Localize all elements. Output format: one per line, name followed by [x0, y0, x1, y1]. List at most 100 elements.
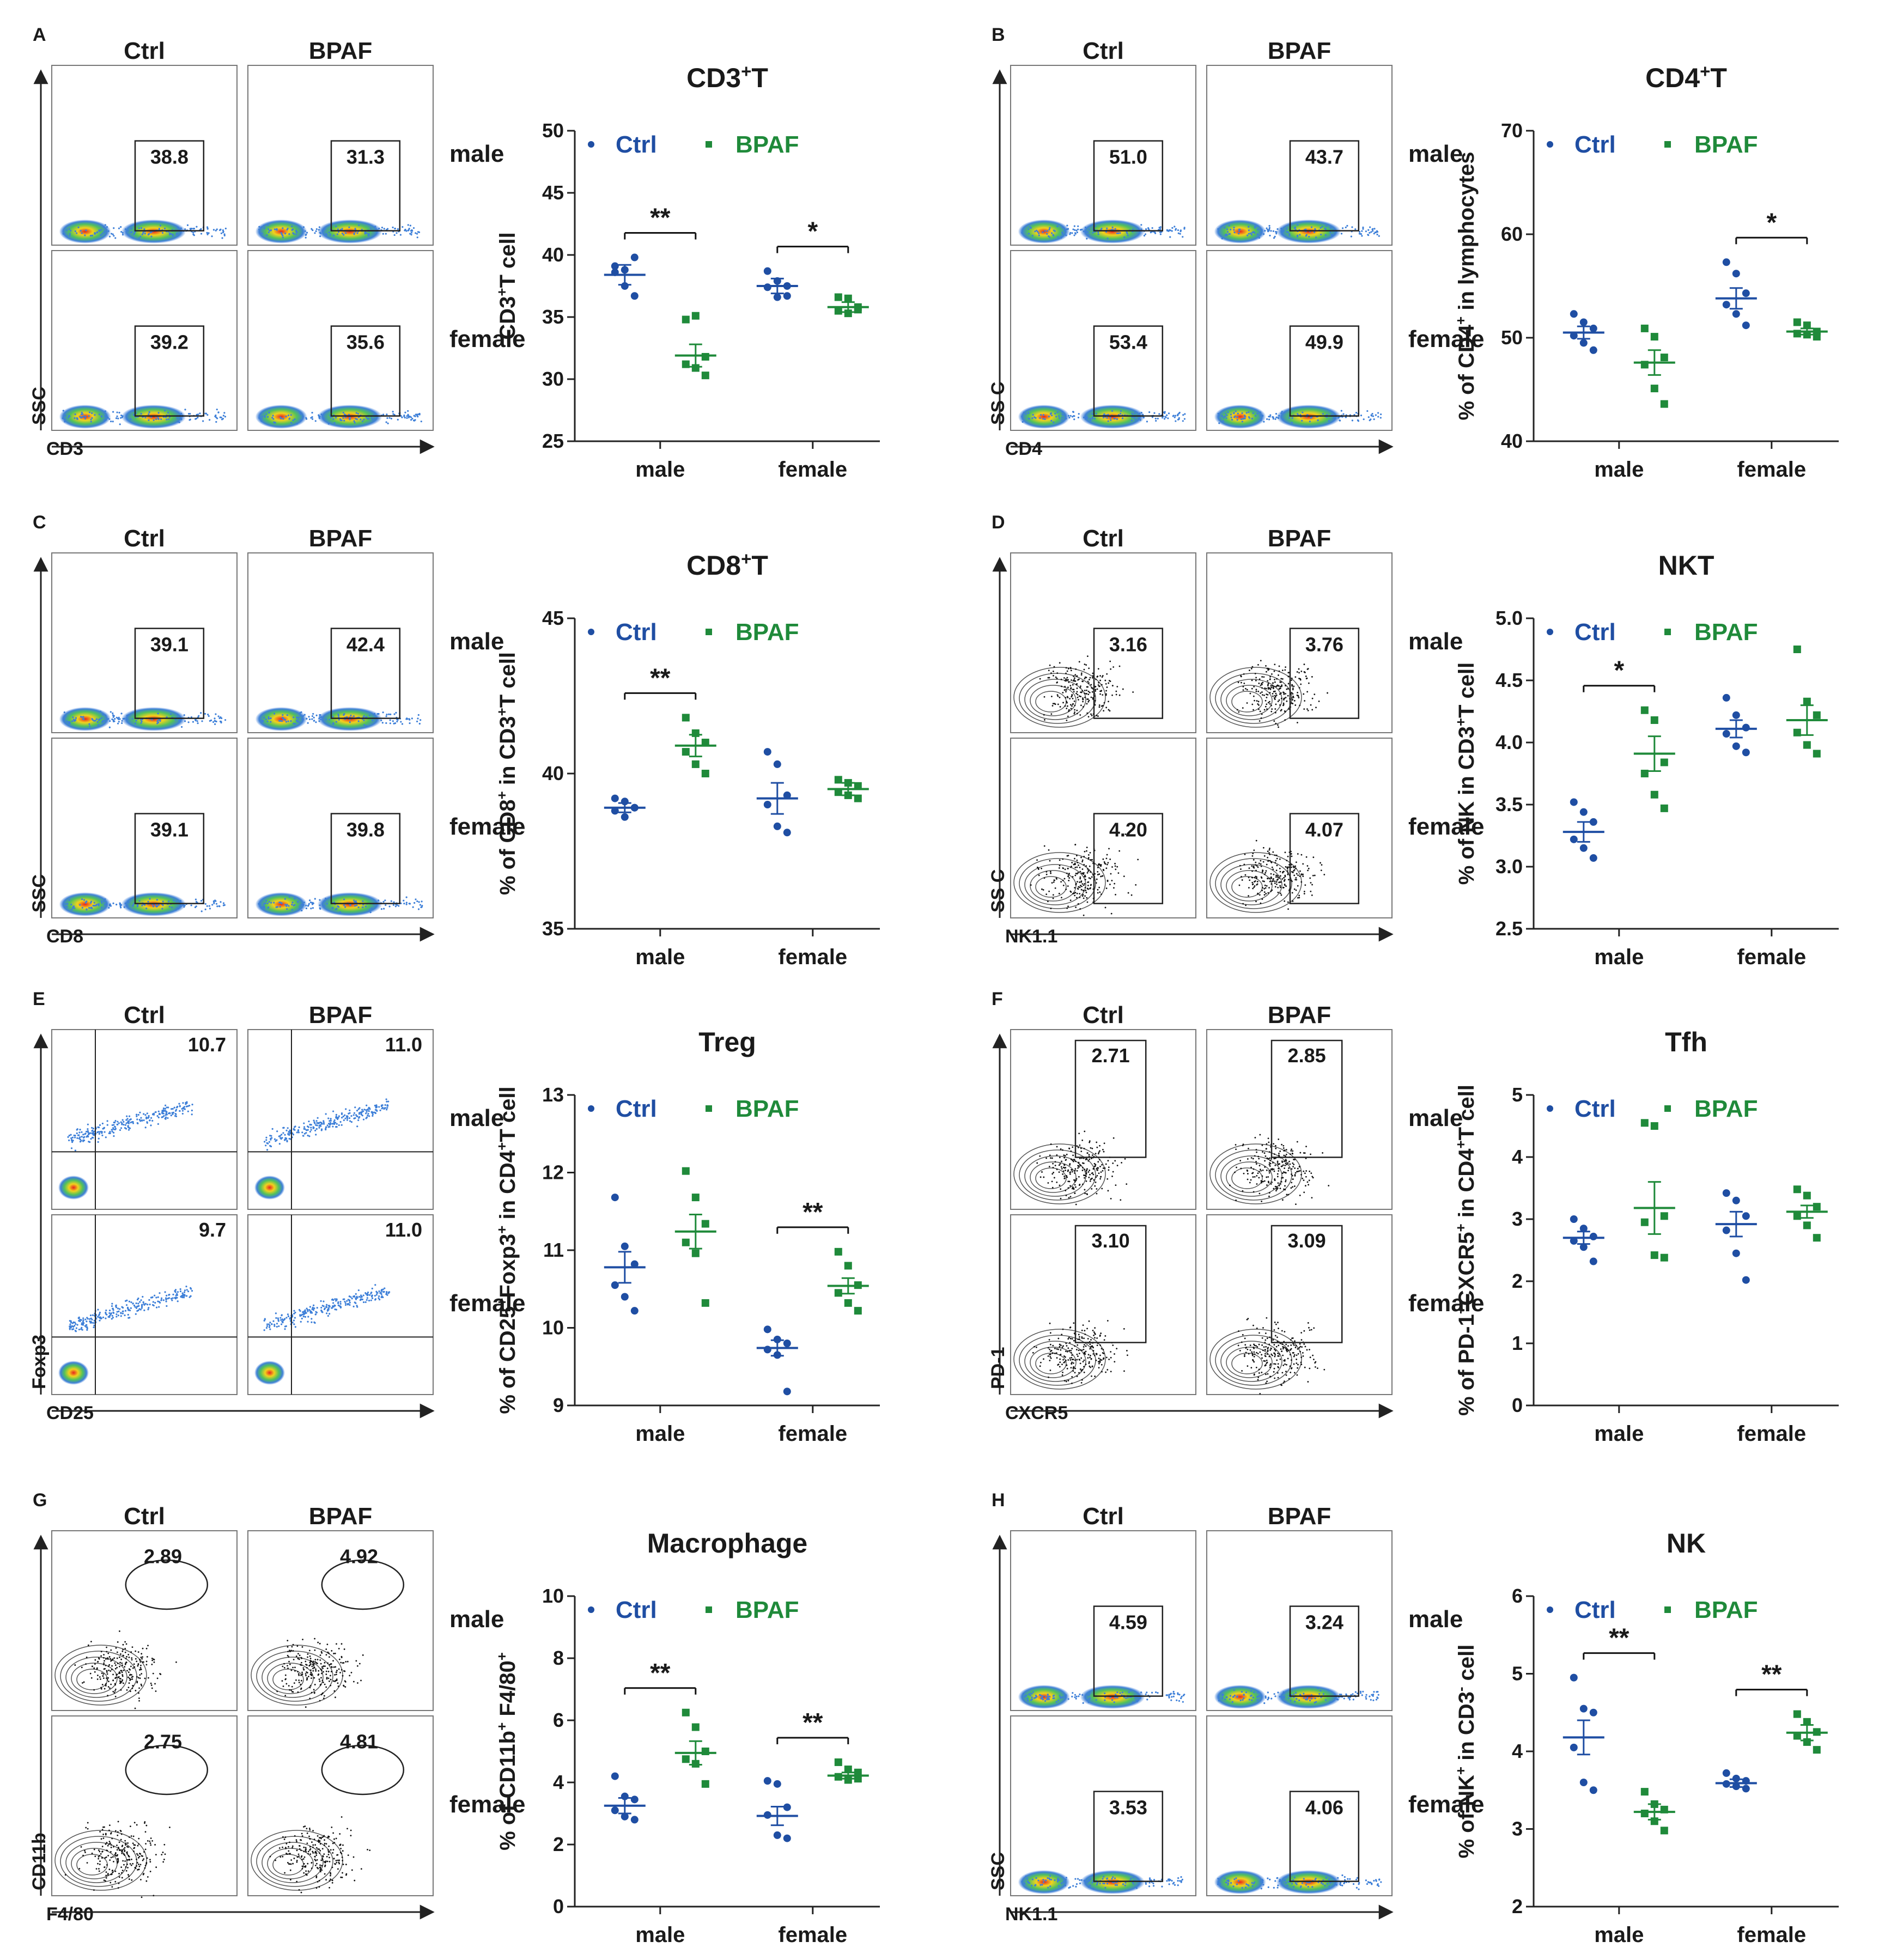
- event-dot: [1075, 1178, 1078, 1180]
- event-dot: [1282, 418, 1284, 421]
- event-dot: [1063, 414, 1066, 417]
- panel-letter: D: [992, 512, 1005, 533]
- event-dot: [1102, 1349, 1104, 1350]
- event-dot: [266, 416, 269, 418]
- event-dot: [292, 419, 294, 422]
- data-point-ctrl: [1742, 289, 1750, 297]
- event-dot: [119, 718, 121, 720]
- event-dot: [307, 905, 309, 907]
- event-dot: [1085, 865, 1087, 867]
- event-dot: [1284, 874, 1286, 876]
- event-dot: [88, 906, 90, 909]
- event-dot: [1284, 711, 1286, 713]
- gate-value: 53.4: [1109, 331, 1147, 354]
- event-dot: [123, 1123, 125, 1126]
- event-dot: [339, 1301, 342, 1303]
- event-dot: [1279, 687, 1281, 690]
- event-dot: [1067, 1169, 1069, 1171]
- event-dot: [332, 715, 334, 718]
- event-dot: [114, 1126, 117, 1128]
- event-dot: [343, 234, 345, 236]
- event-dot: [1065, 678, 1067, 680]
- event-dot: [349, 1112, 351, 1114]
- event-dot: [1296, 671, 1298, 673]
- event-dot: [260, 420, 263, 422]
- event-dot: [1298, 697, 1300, 699]
- event-dot: [62, 417, 64, 419]
- event-dot: [313, 720, 315, 722]
- event-dot: [1036, 859, 1038, 861]
- event-dot: [326, 1306, 328, 1308]
- y-tick-label: 50: [542, 119, 564, 142]
- event-dot: [1080, 704, 1082, 707]
- event-dot: [1376, 230, 1378, 232]
- event-dot: [215, 421, 217, 423]
- event-dot: [1069, 1171, 1072, 1173]
- event-dot: [1267, 856, 1269, 859]
- event-dot: [105, 903, 107, 905]
- event-dot: [1290, 1371, 1292, 1373]
- event-dot: [1291, 684, 1293, 686]
- event-dot: [64, 418, 66, 421]
- event-dot: [1082, 1167, 1084, 1168]
- event-dot: [1052, 703, 1054, 705]
- event-dot: [68, 1139, 70, 1141]
- event-dot: [267, 716, 270, 718]
- event-dot: [264, 416, 266, 418]
- event-dot: [80, 716, 82, 718]
- event-dot: [1088, 1320, 1090, 1322]
- event-dot: [1090, 713, 1092, 715]
- event-dot: [285, 905, 288, 907]
- event-dot: [1077, 881, 1078, 883]
- event-dot: [1115, 1184, 1117, 1186]
- event-dot: [1069, 1357, 1071, 1359]
- event-dot: [100, 229, 102, 231]
- event-dot: [1082, 1361, 1084, 1362]
- event-dot: [1071, 1188, 1073, 1190]
- event-dot: [1278, 1184, 1280, 1186]
- event-dot: [1109, 660, 1111, 662]
- event-dot: [167, 418, 170, 421]
- event-dot: [1275, 860, 1277, 862]
- event-dot: [1057, 1348, 1059, 1350]
- event-dot: [157, 416, 159, 418]
- event-dot: [1071, 1354, 1073, 1356]
- event-dot: [178, 720, 180, 722]
- event-dot: [1259, 710, 1261, 713]
- cell-population: [1276, 220, 1341, 244]
- event-dot: [1087, 868, 1089, 870]
- data-point-ctrl: [1732, 310, 1740, 318]
- event-dot: [1376, 233, 1378, 236]
- event-dot: [305, 236, 307, 239]
- event-dot: [1101, 684, 1103, 686]
- event-dot: [1295, 867, 1297, 869]
- flow-plot: 39.2: [51, 250, 238, 431]
- event-dot: [1075, 897, 1078, 899]
- event-dot: [1053, 1177, 1055, 1179]
- event-dot: [1067, 1338, 1069, 1340]
- event-dot: [261, 416, 264, 418]
- event-dot: [1073, 1188, 1075, 1190]
- event-dot: [1281, 1172, 1284, 1174]
- event-dot: [136, 1113, 138, 1116]
- event-dot: [216, 228, 218, 230]
- event-dot: [320, 1309, 323, 1312]
- event-dot: [1294, 1159, 1296, 1161]
- event-dot: [382, 900, 385, 903]
- chart-title: CD4+T: [1645, 61, 1727, 94]
- event-dot: [1067, 1380, 1069, 1381]
- event-dot: [1086, 703, 1088, 705]
- event-dot: [181, 726, 183, 728]
- event-dot: [1050, 1143, 1052, 1145]
- event-dot: [165, 1298, 167, 1300]
- event-dot: [1105, 887, 1108, 890]
- event-dot: [367, 1115, 369, 1117]
- event-dot: [339, 1302, 342, 1305]
- y-tick-label: 35: [542, 917, 564, 940]
- event-dot: [384, 899, 386, 902]
- event-dot: [1100, 875, 1102, 878]
- event-dot: [346, 1300, 348, 1302]
- event-dot: [223, 234, 226, 236]
- flow-plot: 51.0: [1010, 65, 1196, 246]
- event-dot: [1101, 676, 1103, 678]
